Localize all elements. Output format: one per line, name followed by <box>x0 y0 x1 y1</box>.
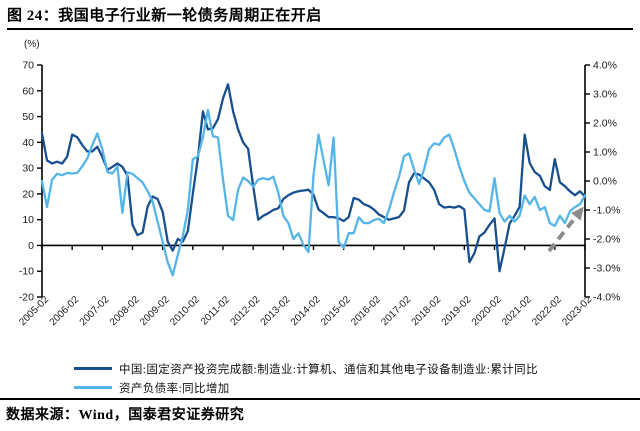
x-axis-tick-label: 2021-02 <box>500 294 534 328</box>
x-axis-tick-label: 2017-02 <box>379 294 413 328</box>
x-axis-tick-label: 2015-02 <box>319 294 353 328</box>
right-axis-tick-label: 1.0% <box>593 147 617 159</box>
right-axis-tick-label: -1.0% <box>593 205 620 217</box>
right-axis-tick-label: -2.0% <box>593 234 620 246</box>
chart-legend: 中国:固定资产投资完成额:制造业:计算机、通信和其他电子设备制造业:累计同比 资… <box>74 359 538 397</box>
x-axis-tick-label: 2013-02 <box>259 294 293 328</box>
title-rule <box>7 28 633 30</box>
right-axis-tick-label: 2.0% <box>593 118 617 130</box>
x-axis-tick-label: 2012-02 <box>229 294 263 328</box>
left-axis-tick-label: 20 <box>22 188 34 200</box>
x-axis-tick-label: 2011-02 <box>199 294 233 328</box>
x-axis-tick-label: 2006-02 <box>48 294 82 328</box>
x-axis-tick-label: 2020-02 <box>470 294 504 328</box>
x-axis-tick-label: 2019-02 <box>440 294 474 328</box>
x-axis-tick-label: 2022-02 <box>530 294 564 328</box>
left-axis-tick-label: 0 <box>28 240 34 252</box>
right-axis-tick-label: -4.0% <box>593 292 620 304</box>
left-axis-tick-label: 50 <box>22 111 34 123</box>
x-axis-tick-label: 2007-02 <box>78 294 112 328</box>
right-axis-tick-label: 4.0% <box>593 60 617 72</box>
source-note: 数据来源：Wind，国泰君安证券研究 <box>6 408 245 423</box>
trend-annotation-arrow <box>547 206 584 253</box>
x-axis-tick-label: 2010-02 <box>168 294 202 328</box>
right-axis-tick-label: -3.0% <box>593 263 620 275</box>
right-axis-tick-label: 0.0% <box>593 176 617 188</box>
left-axis-tick-label: 40 <box>22 137 34 149</box>
x-axis-tick-label: 2018-02 <box>410 294 444 328</box>
left-axis-tick-label: 70 <box>22 60 34 72</box>
left-axis-tick-label: -20 <box>19 292 34 304</box>
legend-label-leverage: 资产负债率:同比增加 <box>119 382 230 395</box>
series-line-leverage-yoy <box>40 108 587 277</box>
legend-label-investment: 中国:固定资产投资完成额:制造业:计算机、通信和其他电子设备制造业:累计同比 <box>119 363 538 376</box>
legend-item-leverage: 资产负债率:同比增加 <box>74 378 538 397</box>
left-axis-tick-label: -10 <box>19 266 34 278</box>
left-axis-tick-label: 60 <box>22 85 34 97</box>
left-axis-tick-label: 30 <box>22 163 34 175</box>
x-axis-tick-label: 2023-02 <box>560 294 594 328</box>
x-axis-tick-label: 2009-02 <box>138 294 172 328</box>
left-axis-tick-label: 10 <box>22 214 34 226</box>
legend-swatch-light-line <box>74 386 112 389</box>
legend-item-investment: 中国:固定资产投资完成额:制造业:计算机、通信和其他电子设备制造业:累计同比 <box>74 359 538 378</box>
x-axis-tick-label: 2014-02 <box>289 294 323 328</box>
x-axis-tick-label: 2008-02 <box>108 294 142 328</box>
series-line-investment-yoy <box>40 83 587 273</box>
left-axis-unit-label: (%) <box>24 39 40 50</box>
source-rule <box>0 398 640 400</box>
legend-swatch-dark-line <box>74 367 112 370</box>
x-axis-tick-label: 2016-02 <box>349 294 383 328</box>
figure-title: 图 24：我国电子行业新一轮债务周期正在开启 <box>7 8 322 24</box>
right-axis-tick-label: 3.0% <box>593 89 617 101</box>
